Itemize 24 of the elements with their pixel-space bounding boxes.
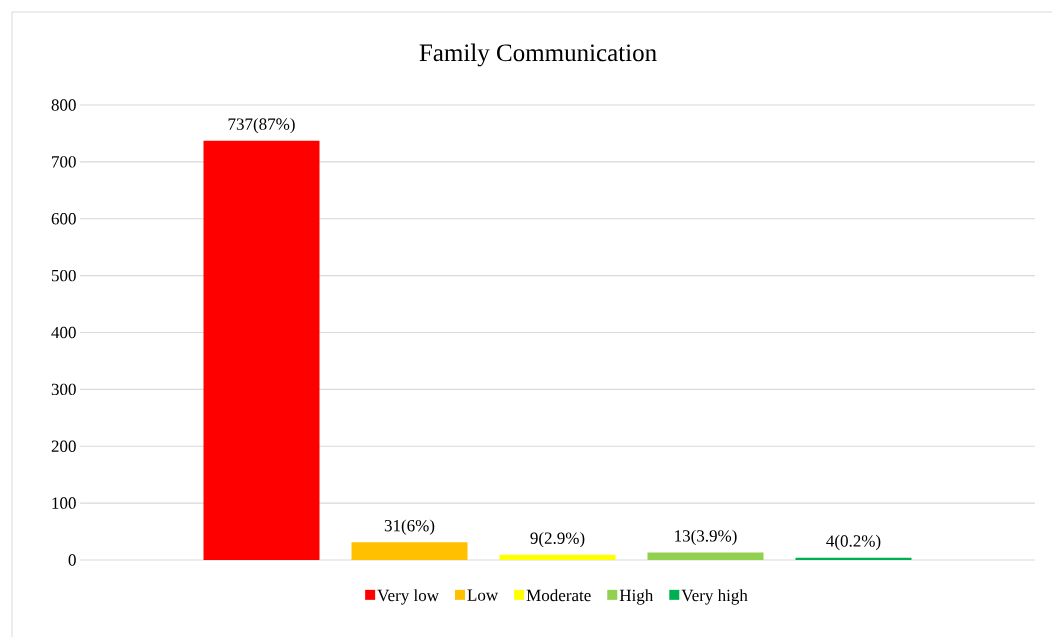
bar: [647, 552, 764, 560]
legend-label: Very low: [377, 589, 439, 605]
data-label: 31(6%): [384, 519, 435, 535]
y-tick-label: 700: [52, 156, 76, 168]
legend-label: Very high: [681, 589, 748, 605]
legend-label: High: [619, 589, 654, 605]
legend-label: Low: [467, 589, 499, 601]
bar: [499, 554, 616, 560]
data-label: 9(2.9%): [530, 531, 585, 548]
data-label: 737(87%): [228, 117, 295, 134]
y-tick-label: 400: [51, 326, 76, 339]
data-label: 13(3.9%): [675, 529, 737, 546]
legend-label: Moderate: [526, 589, 591, 602]
y-tick-label: 600: [51, 213, 76, 225]
y-tick-label: 100: [52, 497, 76, 509]
data-label: 4(0.2%): [826, 534, 881, 551]
y-tick-label: 500: [51, 269, 76, 282]
y-tick-label: 200: [51, 440, 76, 452]
bar: [203, 140, 320, 560]
y-tick-label: 800: [51, 99, 76, 111]
bar: [351, 542, 468, 560]
y-tick-label: 0: [68, 554, 76, 566]
chart-title: Family Communication: [419, 43, 657, 67]
y-tick-label: 300: [51, 383, 76, 396]
